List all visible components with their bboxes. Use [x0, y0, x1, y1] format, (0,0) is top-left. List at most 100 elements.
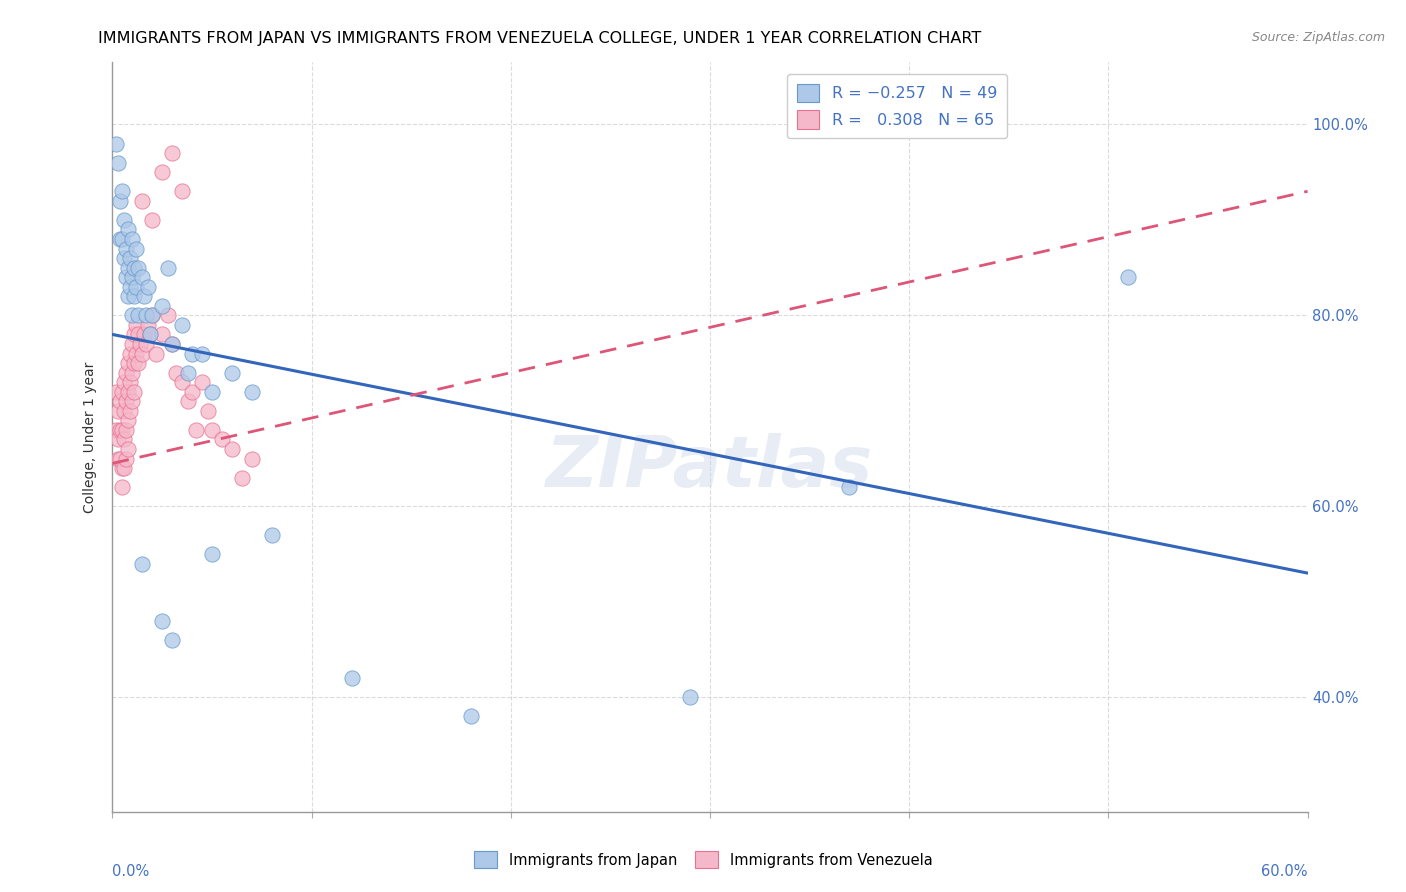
Text: Source: ZipAtlas.com: Source: ZipAtlas.com	[1251, 31, 1385, 45]
Point	[111, 461, 134, 475]
Point	[131, 194, 153, 208]
Point	[172, 318, 194, 332]
Point	[117, 260, 139, 275]
Point	[165, 366, 187, 380]
Point	[110, 451, 132, 466]
Point	[141, 309, 163, 323]
Point	[125, 318, 148, 332]
Point	[221, 442, 243, 456]
Point	[107, 404, 129, 418]
Point	[114, 251, 135, 265]
Point	[127, 327, 149, 342]
Point	[117, 384, 139, 399]
Point	[121, 309, 143, 323]
Point	[114, 404, 135, 418]
Point	[115, 242, 138, 256]
Point	[115, 451, 138, 466]
Point	[124, 260, 146, 275]
Point	[131, 346, 153, 360]
Point	[135, 309, 157, 323]
Y-axis label: College, Under 1 year: College, Under 1 year	[83, 361, 97, 513]
Point	[211, 433, 233, 447]
Point	[121, 394, 143, 409]
Point	[162, 632, 183, 647]
Point	[231, 470, 253, 484]
Point	[201, 384, 224, 399]
Point	[1118, 270, 1140, 285]
Point	[114, 375, 135, 389]
Point	[121, 232, 143, 246]
Text: IMMIGRANTS FROM JAPAN VS IMMIGRANTS FROM VENEZUELA COLLEGE, UNDER 1 YEAR CORRELA: IMMIGRANTS FROM JAPAN VS IMMIGRANTS FROM…	[98, 31, 981, 46]
Text: 60.0%: 60.0%	[1261, 864, 1308, 880]
Point	[162, 337, 183, 351]
Point	[121, 270, 143, 285]
Point	[125, 242, 148, 256]
Point	[240, 451, 263, 466]
Point	[141, 309, 163, 323]
Point	[120, 375, 142, 389]
Point	[134, 289, 156, 303]
Point	[172, 375, 194, 389]
Point	[111, 480, 134, 494]
Point	[107, 155, 129, 169]
Point	[120, 251, 142, 265]
Point	[117, 289, 139, 303]
Point	[150, 614, 173, 628]
Point	[121, 337, 143, 351]
Point	[127, 356, 149, 370]
Point	[191, 375, 214, 389]
Point	[127, 260, 149, 275]
Point	[460, 709, 482, 723]
Point	[181, 346, 204, 360]
Point	[162, 337, 183, 351]
Point	[186, 423, 208, 437]
Point	[105, 384, 128, 399]
Point	[110, 194, 132, 208]
Legend: Immigrants from Japan, Immigrants from Venezuela: Immigrants from Japan, Immigrants from V…	[468, 846, 938, 874]
Text: 0.0%: 0.0%	[112, 864, 149, 880]
Point	[197, 404, 219, 418]
Point	[115, 394, 138, 409]
Point	[107, 433, 129, 447]
Point	[125, 279, 148, 293]
Point	[114, 433, 135, 447]
Point	[120, 279, 142, 293]
Point	[177, 366, 200, 380]
Point	[150, 165, 173, 179]
Point	[157, 260, 180, 275]
Point	[260, 528, 283, 542]
Point	[111, 184, 134, 198]
Point	[111, 232, 134, 246]
Point	[120, 404, 142, 418]
Point	[125, 346, 148, 360]
Point	[107, 451, 129, 466]
Point	[134, 327, 156, 342]
Legend: R = −0.257   N = 49, R =   0.308   N = 65: R = −0.257 N = 49, R = 0.308 N = 65	[787, 74, 1007, 138]
Point	[105, 136, 128, 151]
Point	[201, 547, 224, 561]
Point	[141, 213, 163, 227]
Point	[111, 423, 134, 437]
Point	[117, 413, 139, 427]
Point	[117, 442, 139, 456]
Point	[114, 213, 135, 227]
Point	[124, 384, 146, 399]
Point	[115, 366, 138, 380]
Point	[131, 270, 153, 285]
Point	[117, 222, 139, 236]
Point	[115, 270, 138, 285]
Point	[127, 309, 149, 323]
Point	[124, 289, 146, 303]
Point	[124, 356, 146, 370]
Point	[124, 327, 146, 342]
Point	[191, 346, 214, 360]
Point	[105, 423, 128, 437]
Point	[138, 318, 160, 332]
Point	[111, 384, 134, 399]
Point	[172, 184, 194, 198]
Point	[340, 671, 363, 685]
Point	[150, 327, 173, 342]
Point	[114, 461, 135, 475]
Point	[145, 346, 167, 360]
Point	[240, 384, 263, 399]
